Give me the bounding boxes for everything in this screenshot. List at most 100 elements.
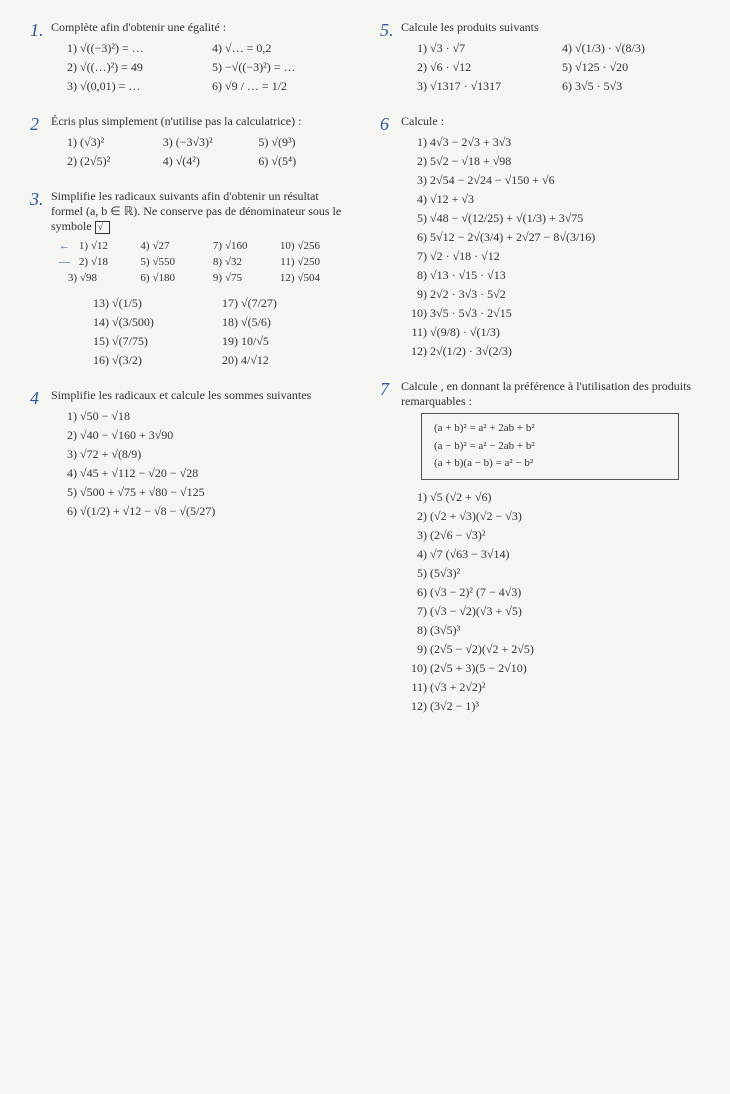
list-item: 5)√48 − √(12/25) + √(1/3) + 3√75 bbox=[409, 209, 699, 228]
exercise-5: 5. Calcule les produits suivants 1)√3 · … bbox=[380, 20, 700, 96]
page: 1. Complète afin d'obtenir une égalité :… bbox=[30, 20, 700, 734]
exercise-6: 6 Calcule : 1)4√3 − 2√3 + 3√3 2)5√2 − √1… bbox=[380, 114, 700, 361]
list-item: 5)−√((−3)²) = … bbox=[204, 58, 349, 77]
list-item: 3)2√54 − 2√24 − √150 + √6 bbox=[409, 171, 699, 190]
list-item: 10)√256 bbox=[277, 238, 350, 254]
list-item: 2)(2√5)² bbox=[59, 152, 155, 171]
instruction: Calcule , en donnant la préférence à l'u… bbox=[401, 379, 699, 409]
formula: (a + b)(a − b) = a² − b² bbox=[434, 455, 666, 473]
list-item: 12)√504 bbox=[277, 270, 350, 286]
exercise-body: Simplifie les radicaux et calcule les so… bbox=[51, 388, 349, 521]
list-item: 12)(3√2 − 1)³ bbox=[409, 697, 699, 716]
exercise-number: 3. bbox=[30, 189, 48, 210]
list-item: 5)√(9³) bbox=[250, 133, 346, 152]
sqrt-symbol-box: √ bbox=[95, 221, 111, 234]
exercise-number: 2 bbox=[30, 114, 48, 135]
list-item: 2)√40 − √160 + 3√90 bbox=[59, 426, 349, 445]
exercise-7: 7 Calcule , en donnant la préférence à l… bbox=[380, 379, 700, 716]
exercise-number: 7 bbox=[380, 379, 398, 400]
list-item: 7)√160 bbox=[204, 238, 277, 254]
list-item: 5)√550 bbox=[132, 254, 205, 270]
exercise-body: Écris plus simplement (n'utilise pas la … bbox=[51, 114, 349, 171]
exercise-number: 6 bbox=[380, 114, 398, 135]
list-item: 1)(√3)² bbox=[59, 133, 155, 152]
list-item: 18)√(5/6) bbox=[220, 313, 349, 332]
list-item: 11)√(9/8) · √(1/3) bbox=[409, 323, 699, 342]
list-item: 6)√9 / … = 1/2 bbox=[204, 77, 349, 96]
instruction: Calcule : bbox=[401, 114, 699, 129]
list-item: 4)√27 bbox=[132, 238, 205, 254]
list-item: 8)(3√5)³ bbox=[409, 621, 699, 640]
formula: (a + b)² = a² + 2ab + b² bbox=[434, 420, 666, 438]
list-item: 1)√3 · √7 bbox=[409, 39, 554, 58]
list-item: 20)4/√12 bbox=[220, 351, 349, 370]
exercise-body: Complète afin d'obtenir une égalité : 1)… bbox=[51, 20, 349, 96]
list-item: 6)√180 bbox=[132, 270, 205, 286]
list-item: 2)(√2 + √3)(√2 − √3) bbox=[409, 507, 699, 526]
list-item: 4)√7 (√63 − 3√14) bbox=[409, 545, 699, 564]
item-list: 1)(√3)² 3)(−3√3)² 5)√(9³) 2)(2√5)² 4)√(4… bbox=[51, 133, 349, 171]
list-item: 13)√(1/5) bbox=[91, 294, 220, 313]
list-item: 14)√(3/500) bbox=[91, 313, 220, 332]
list-item: 19)10/√5 bbox=[220, 332, 349, 351]
item-list: 1)√50 − √18 2)√40 − √160 + 3√90 3)√72 + … bbox=[51, 407, 349, 521]
instruction: Simplifie les radicaux suivants afin d'o… bbox=[51, 189, 349, 234]
list-item: 3)(−3√3)² bbox=[155, 133, 251, 152]
list-item: 4)√12 + √3 bbox=[409, 190, 699, 209]
list-item: 7)√2 · √18 · √12 bbox=[409, 247, 699, 266]
list-item: 6)√(1/2) + √12 − √8 − √(5/27) bbox=[59, 502, 349, 521]
item-list: 1)4√3 − 2√3 + 3√3 2)5√2 − √18 + √98 3)2√… bbox=[401, 133, 699, 361]
list-item: 1)√((−3)²) = … bbox=[59, 39, 204, 58]
list-item: 10)3√5 · 5√3 · 2√15 bbox=[409, 304, 699, 323]
list-item: 4)√(1/3) · √(8/3) bbox=[554, 39, 699, 58]
item-list: 1)√3 · √7 4)√(1/3) · √(8/3) 2)√6 · √12 5… bbox=[401, 39, 699, 96]
item-list: 1)√5 (√2 + √6) 2)(√2 + √3)(√2 − √3) 3)(2… bbox=[401, 488, 699, 716]
exercise-number: 5. bbox=[380, 20, 398, 41]
exercise-1: 1. Complète afin d'obtenir une égalité :… bbox=[30, 20, 350, 96]
list-item: 2)5√2 − √18 + √98 bbox=[409, 152, 699, 171]
list-item: 11)√250 bbox=[277, 254, 350, 270]
exercise-3: 3. Simplifie les radicaux suivants afin … bbox=[30, 189, 350, 370]
instruction: Calcule les produits suivants bbox=[401, 20, 699, 35]
list-item: 3)√1317 · √1317 bbox=[409, 77, 554, 96]
instruction: Complète afin d'obtenir une égalité : bbox=[51, 20, 349, 35]
list-item: 9)√75 bbox=[204, 270, 277, 286]
list-item: 10)(2√5 + 3)(5 − 2√10) bbox=[409, 659, 699, 678]
left-column: 1. Complète afin d'obtenir une égalité :… bbox=[30, 20, 350, 734]
list-item: 1)√50 − √18 bbox=[59, 407, 349, 426]
list-item: 5)(5√3)² bbox=[409, 564, 699, 583]
list-item: 6)(√3 − 2)² (7 − 4√3) bbox=[409, 583, 699, 602]
item-list-b: 13)√(1/5) 17)√(7/27) 14)√(3/500) 18)√(5/… bbox=[51, 294, 349, 370]
list-item: 16)√(3/2) bbox=[91, 351, 220, 370]
list-item: 5)√125 · √20 bbox=[554, 58, 699, 77]
list-item: 3)√72 + √(8/9) bbox=[59, 445, 349, 464]
list-item: 12)2√(1/2) · 3√(2/3) bbox=[409, 342, 699, 361]
list-item: 11)(√3 + 2√2)² bbox=[409, 678, 699, 697]
exercise-body: Calcule les produits suivants 1)√3 · √7 … bbox=[401, 20, 699, 96]
exercise-4: 4 Simplifie les radicaux et calcule les … bbox=[30, 388, 350, 521]
list-item: 4)√(4²) bbox=[155, 152, 251, 171]
exercise-2: 2 Écris plus simplement (n'utilise pas l… bbox=[30, 114, 350, 171]
item-list-a: ←1)√12 4)√27 7)√160 10)√256 —2)√18 5)√55… bbox=[51, 238, 349, 286]
list-item: 17)√(7/27) bbox=[220, 294, 349, 313]
list-item: 1)√5 (√2 + √6) bbox=[409, 488, 699, 507]
list-item: 2)√6 · √12 bbox=[409, 58, 554, 77]
list-item: 3)√98 bbox=[59, 270, 132, 286]
list-item: ←1)√12 bbox=[59, 238, 132, 254]
list-item: 9)(2√5 − √2)(√2 + 2√5) bbox=[409, 640, 699, 659]
exercise-body: Simplifie les radicaux suivants afin d'o… bbox=[51, 189, 349, 370]
item-list: 1)√((−3)²) = … 4)√… = 0,2 2)√((…)²) = 49… bbox=[51, 39, 349, 96]
list-item: 4)√45 + √112 − √20 − √28 bbox=[59, 464, 349, 483]
list-item: 8)√32 bbox=[204, 254, 277, 270]
instruction: Simplifie les radicaux et calcule les so… bbox=[51, 388, 349, 403]
list-item: 5)√500 + √75 + √80 − √125 bbox=[59, 483, 349, 502]
list-item: —2)√18 bbox=[59, 254, 132, 270]
list-item: 2)√((…)²) = 49 bbox=[59, 58, 204, 77]
formula: (a − b)² = a² − 2ab + b² bbox=[434, 438, 666, 456]
list-item: 6)√(5⁴) bbox=[250, 152, 346, 171]
exercise-body: Calcule , en donnant la préférence à l'u… bbox=[401, 379, 699, 716]
instruction: Écris plus simplement (n'utilise pas la … bbox=[51, 114, 349, 129]
right-column: 5. Calcule les produits suivants 1)√3 · … bbox=[380, 20, 700, 734]
exercise-number: 4 bbox=[30, 388, 48, 409]
list-item: 7)(√3 − √2)(√3 + √5) bbox=[409, 602, 699, 621]
